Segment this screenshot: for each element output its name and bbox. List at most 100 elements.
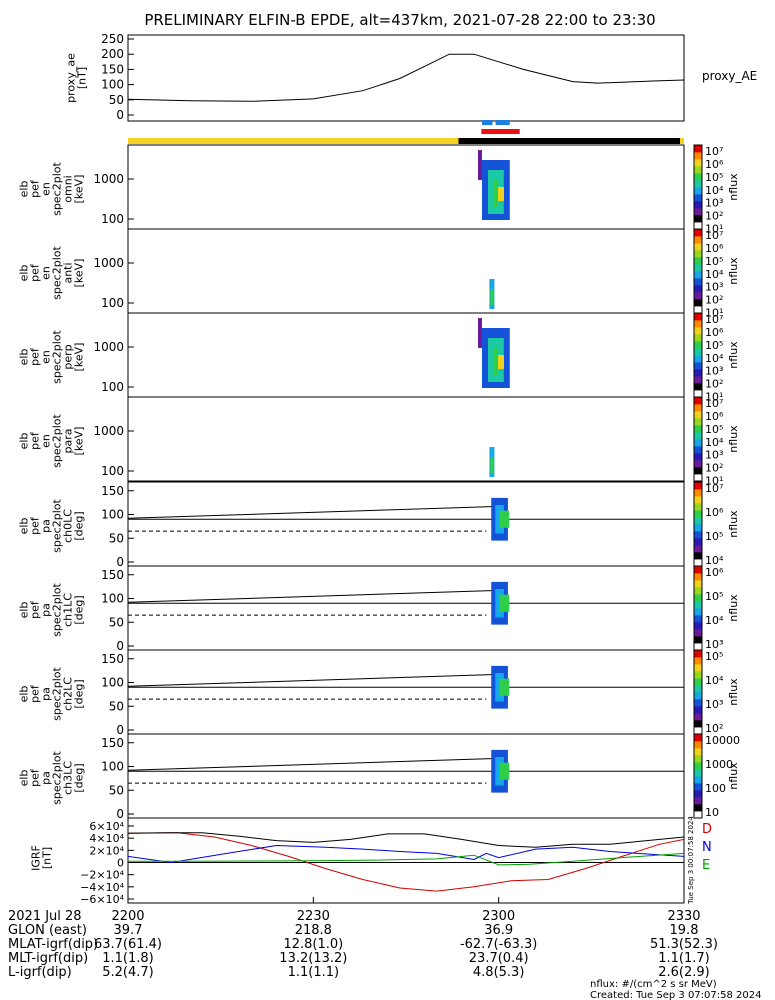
spec-ylabel: para	[62, 429, 75, 454]
sunlight-bar-end	[680, 138, 684, 144]
colorbar-label: 10³	[705, 281, 723, 294]
pitch-ylabel: pa	[40, 771, 53, 785]
pitch-ytick-label: 50	[109, 531, 124, 545]
x-row-value: 36.9	[484, 923, 513, 938]
colorbar-segment	[694, 257, 702, 265]
colorbar-segment	[694, 622, 702, 630]
colorbar-segment	[694, 285, 702, 293]
colorbar-segment	[694, 229, 702, 237]
colorbar-label: 100	[705, 782, 726, 795]
colorbar-segment	[694, 180, 702, 188]
ae-ytick-label: 100	[101, 78, 124, 92]
colorbar-label: 10⁷	[705, 397, 723, 410]
colorbar-segment	[694, 706, 702, 714]
x-row-value: 5.2(4.7)	[102, 965, 154, 980]
colorbar-segment	[694, 166, 702, 174]
x-row-value: 2230	[297, 909, 330, 924]
colorbar-label: 10²	[705, 294, 723, 307]
pitch-ylabel: ch2LC	[62, 677, 75, 711]
colorbar-segment	[694, 811, 702, 819]
colorbar-label: 10⁵	[705, 255, 723, 268]
spec-ylabel: spec2plot	[51, 162, 64, 216]
igrf-ytick-label: −4×10⁴	[80, 881, 124, 894]
colorbar-segment	[694, 727, 702, 735]
colorbar-segment	[694, 341, 702, 349]
spectrogram-panel-frame	[127, 396, 685, 482]
colorbar-segment	[694, 608, 702, 616]
colorbar-segment	[694, 271, 702, 279]
ae-panel-frame	[127, 34, 685, 122]
x-row-label: MLAT-igrf(dip)	[8, 937, 98, 952]
spec-ytick-label: 1000	[93, 424, 124, 438]
pitch-ylabel: ch3LC	[62, 761, 75, 795]
spec-ytick-label: 100	[101, 212, 124, 226]
colorbar-segment	[694, 713, 702, 721]
colorbar-label: 10⁷	[705, 145, 723, 158]
colorbar-title: nflux	[727, 173, 740, 201]
colorbar-segment	[694, 446, 702, 454]
colorbar-segment	[694, 755, 702, 763]
loss-cone-line	[127, 505, 499, 519]
spec-ytick-label: 100	[101, 296, 124, 310]
pitch-ytick-label: 0	[116, 807, 124, 821]
colorbar-segment	[694, 439, 702, 447]
colorbar-label: 10⁶	[705, 158, 724, 171]
pitch-ytick-label: 0	[116, 555, 124, 569]
spec-ylabel: en	[40, 434, 53, 448]
pitch-ylabel: [deg]	[73, 595, 86, 624]
science-zone-bar	[481, 120, 493, 125]
spectrogram-flux	[477, 150, 482, 180]
colorbar-label: 10²	[705, 462, 723, 475]
colorbar-label: 10⁴	[705, 554, 724, 567]
spec-ylabel: pef	[29, 347, 42, 366]
colorbar-label: 10²	[705, 722, 723, 735]
colorbar-segment	[694, 201, 702, 209]
colorbar-segment	[694, 594, 702, 602]
spec-ylabel: omni	[62, 175, 75, 202]
colorbar-segment	[694, 145, 702, 153]
colorbar-segment	[694, 404, 702, 412]
x-row-label: 2021 Jul 28	[8, 909, 82, 924]
pitch-ytick-label: 100	[101, 760, 124, 774]
colorbar-segment	[694, 278, 702, 286]
colorbar-segment	[694, 496, 702, 504]
pitch-ytick-label: 0	[116, 639, 124, 653]
spectrogram-flux	[493, 180, 498, 208]
ae-series-line	[127, 53, 685, 102]
colorbar-segment	[694, 587, 702, 595]
pitch-ytick-label: 100	[101, 592, 124, 606]
colorbar-label: 10⁷	[705, 229, 723, 242]
igrf-ytick-label: 4×10⁴	[89, 832, 124, 845]
spec-ytick-label: 1000	[93, 340, 124, 354]
x-row-value: 2300	[482, 909, 515, 924]
footer-units: nflux: #/(cm^2 s sr MeV)	[590, 979, 717, 990]
colorbar-segment	[694, 152, 702, 160]
colorbar-segment	[694, 503, 702, 511]
colorbar-segment	[694, 615, 702, 623]
colorbar-segment	[694, 348, 702, 356]
x-row-value: 12.8(1.0)	[283, 937, 343, 952]
pitch-ylabel: elb	[18, 518, 31, 535]
igrf-series-E	[128, 852, 685, 866]
igrf-panel-frame	[127, 817, 685, 904]
colorbar-title: nflux	[727, 594, 740, 622]
x-row-value: 63.7(61.4)	[94, 937, 162, 952]
x-row-value: 218.8	[295, 923, 332, 938]
x-row-value: 2200	[111, 909, 144, 924]
igrf-series-D	[127, 832, 685, 892]
colorbar-segment	[694, 320, 702, 328]
pitch-ylabel: spec2plot	[51, 667, 64, 721]
x-row-label: L-igrf(dip)	[8, 965, 72, 980]
colorbar-label: 10⁶	[705, 242, 724, 255]
ae-ylabel: proxy_ae	[65, 53, 78, 103]
spec-ylabel: [keV]	[73, 343, 86, 372]
spec-ylabel: spec2plot	[51, 330, 64, 384]
pitch-ylabel: pef	[29, 768, 42, 787]
pitch-ylabel: elb	[18, 686, 31, 703]
spec-ylabel: elb	[18, 265, 31, 282]
pitch-ytick-label: 150	[101, 736, 124, 750]
colorbar-segment	[694, 292, 702, 300]
colorbar-segment	[694, 804, 702, 812]
colorbar-label: 10⁴	[705, 268, 724, 281]
